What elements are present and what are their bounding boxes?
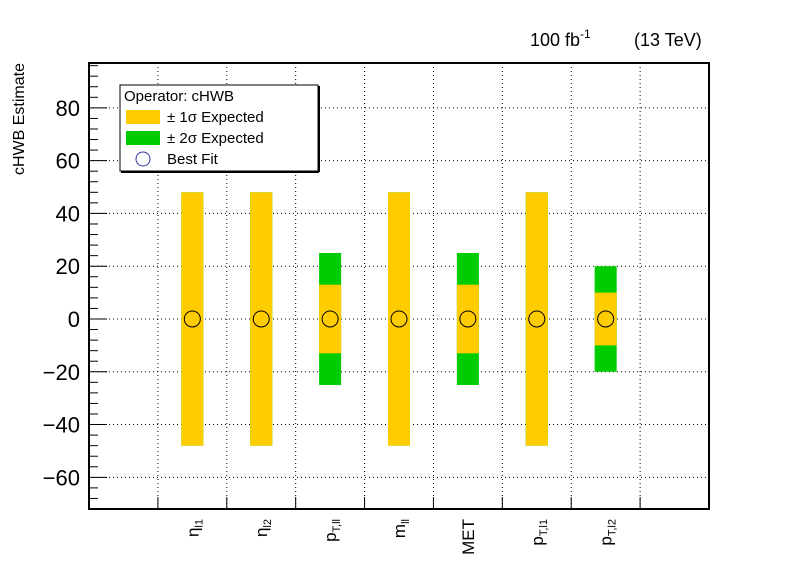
best-fit-marker [597,310,615,328]
category-label: pT,l2 [597,519,619,546]
category-label: MET [459,519,478,555]
best-fit-marker [528,310,546,328]
best-fit-marker [321,310,339,328]
category-label-base: η [183,528,202,537]
one-sigma-band [387,192,411,446]
legend-label-best-fit: Best Fit [167,151,219,168]
y-tick-label: 60 [56,149,80,174]
luminosity-exponent: -1 [580,27,591,41]
category-label-base: p [528,536,547,545]
legend: Operator: cHWB ± 1σ Expected ± 2σ Expect… [119,84,320,173]
category-label-base: p [597,536,616,545]
y-tick-label: −20 [43,360,80,385]
legend-box [119,84,319,172]
category-label-base: η [252,528,271,537]
y-tick-label: −40 [43,413,80,438]
y-tick-labels: −60 −40 −20 0 20 40 60 80 [43,96,80,490]
one-sigma-band [525,192,548,446]
category-label-subscript: T,l2 [607,519,619,536]
y-tick-label: 80 [56,96,80,121]
one-sigma-band [594,292,617,346]
y-tick-label: −60 [43,465,80,490]
bands [181,192,617,446]
category-label-group: pT,l1 [528,519,550,546]
legend-label-1sigma: ± 1σ Expected [167,109,264,126]
category-label-group: ηl2 [252,519,274,537]
category-label-group: mll [390,519,412,538]
best-fit-marker [183,310,201,328]
best-fit-marker [459,310,477,328]
legend-label-2sigma: ± 2σ Expected [167,130,264,147]
legend-title: Operator: cHWB [124,88,234,105]
best-fit-marker [252,310,270,328]
best-fit-marker [390,310,408,328]
y-tick-label: 40 [56,201,80,226]
category-label-subscript: ll [400,519,412,524]
category-label-subscript: l2 [262,519,274,528]
best-fit-markers [183,310,615,328]
category-label: pT,ll [321,519,343,542]
luminosity-label: 100 fb-1 [530,27,591,50]
category-label: pT,l1 [528,519,550,546]
category-label-subscript: T,l1 [538,519,550,536]
y-axis-title: cHWB Estimate [11,63,28,175]
energy-label: (13 TeV) [634,30,702,50]
one-sigma-band [319,284,342,354]
category-label: mll [390,519,412,538]
category-label-group: ηl1 [183,519,205,537]
y-tick-label: 20 [56,254,80,279]
y-tick-label: 0 [68,307,80,332]
legend-swatch-1sigma [126,110,160,124]
legend-marker-best-fit [135,151,151,167]
category-label: ηl1 [183,519,205,537]
category-label: ηl2 [252,519,274,537]
axis-ticks [89,65,641,510]
category-label-base: m [390,524,409,538]
category-label-subscript: T,ll [331,519,343,532]
legend-swatch-2sigma [126,131,160,145]
plot-frame [88,62,710,510]
one-sigma-band [250,192,273,446]
category-label-base: MET [459,519,478,555]
category-label-base: p [321,532,340,541]
luminosity-value: 100 fb [530,30,580,50]
category-label-group: MET [459,519,478,555]
category-label-group: pT,ll [321,519,343,542]
one-sigma-band [181,192,204,446]
category-label-subscript: l1 [193,519,205,528]
one-sigma-band [456,284,479,354]
category-label-group: pT,l2 [597,519,619,546]
